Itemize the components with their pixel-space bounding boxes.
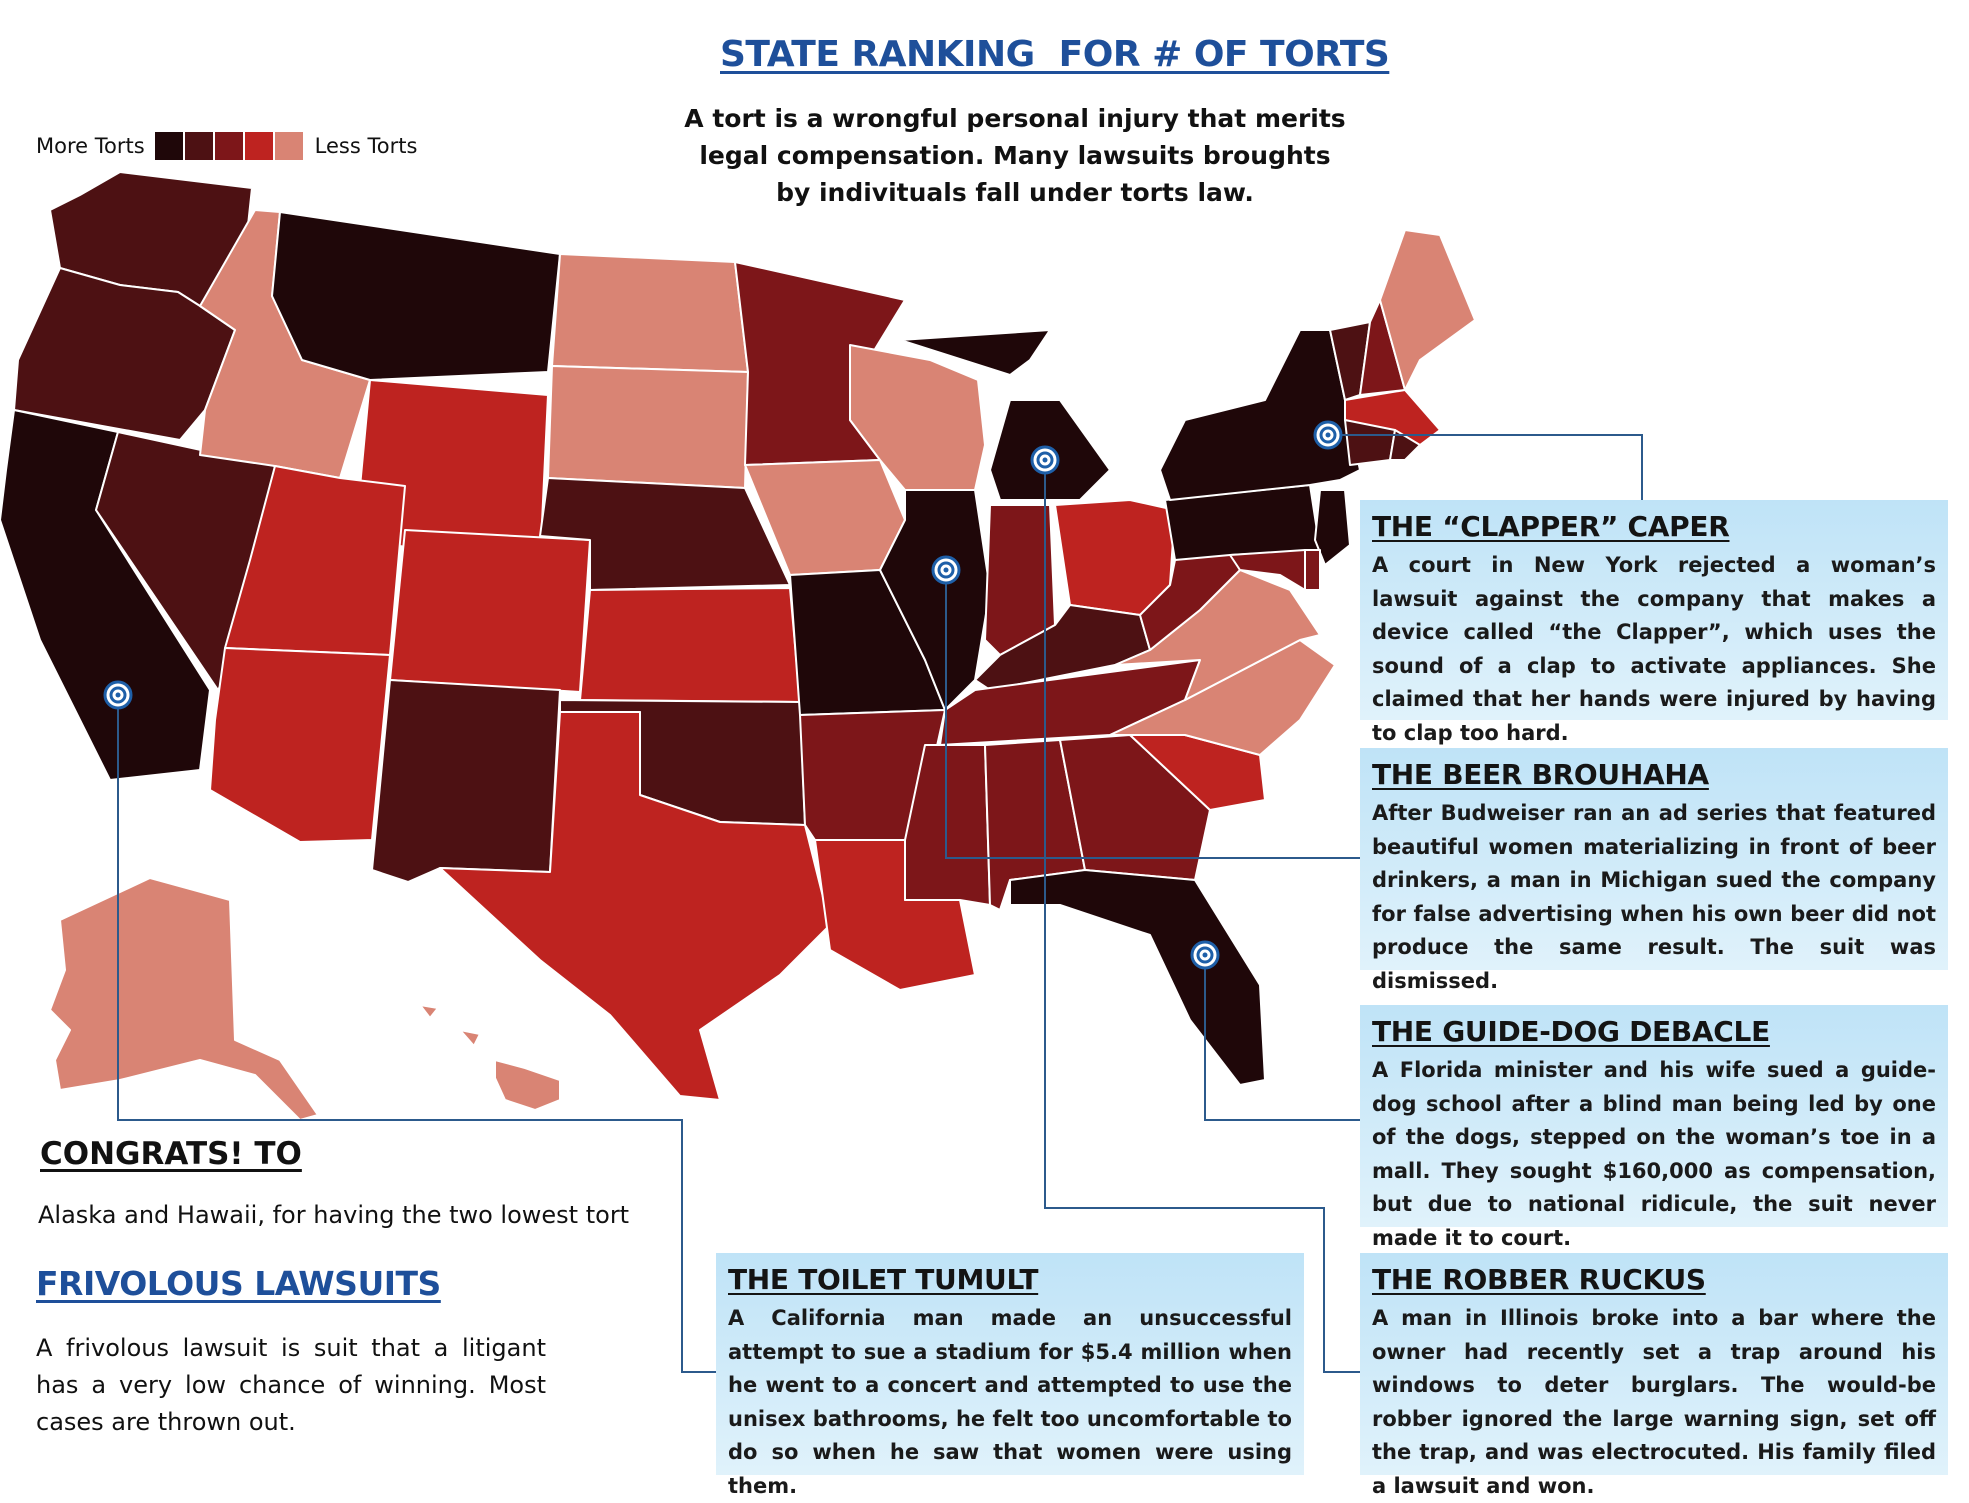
leader-line-clapper	[1328, 434, 1643, 500]
state-ri[interactable]	[1389, 429, 1421, 461]
callout-body: After Budweiser ran an ad series that fe…	[1372, 801, 1936, 993]
state-ak[interactable]	[49, 877, 319, 1121]
state-de[interactable]	[1304, 549, 1321, 591]
frivolous-title: FRIVOLOUS LAWSUITS	[36, 1264, 441, 1303]
legend-swatches	[154, 132, 305, 160]
state-fl[interactable]	[1009, 869, 1266, 1086]
callout-body: A man in Illinois broke into a bar where…	[1372, 1306, 1936, 1498]
callout-title: THE ROBBER RUCKUS	[1372, 1263, 1706, 1296]
state-mt[interactable]	[271, 211, 561, 381]
legend-swatch	[244, 132, 273, 160]
marker-new-york[interactable]	[1313, 420, 1343, 450]
callout-title: THE TOILET TUMULT	[728, 1263, 1039, 1296]
state-nj[interactable]	[1314, 489, 1351, 566]
location-markers	[103, 420, 1343, 970]
marker-illinois[interactable]	[931, 555, 961, 585]
state-tx[interactable]	[439, 711, 831, 1101]
callout-body: A court in New York rejected a woman’s l…	[1372, 553, 1936, 745]
callout-guide-dog-debacle: THE GUIDE-DOG DEBACLE A Florida minister…	[1360, 1005, 1948, 1250]
leader-line-robber	[1044, 460, 1364, 1373]
callout-title: THE GUIDE-DOG DEBACLE	[1372, 1015, 1770, 1048]
leader-line-beer	[945, 570, 1380, 859]
state-ks[interactable]	[579, 587, 801, 703]
state-nd[interactable]	[551, 253, 749, 373]
map-legend: More Torts Less Torts	[36, 132, 417, 160]
callout-body: A Florida minister and his wife sued a g…	[1372, 1058, 1936, 1250]
congrats-text: Alaska and Hawaii, for having the two lo…	[38, 1201, 630, 1229]
callout-clapper-caper: THE “CLAPPER” CAPER A court in New York …	[1360, 500, 1948, 745]
state-sd[interactable]	[547, 365, 749, 489]
leader-line-guide-dog	[1204, 955, 1365, 1121]
legend-swatch	[274, 132, 303, 160]
callout-robber-ruckus: THE ROBBER RUCKUS A man in Illinois brok…	[1360, 1253, 1948, 1498]
callout-toilet-tumult: THE TOILET TUMULT A California man made …	[716, 1253, 1304, 1498]
marker-florida[interactable]	[1190, 940, 1220, 970]
intro-text: A tort is a wrongful personal injury tha…	[684, 104, 1346, 207]
callout-title: THE BEER BROUHAHA	[1372, 758, 1709, 791]
leader-lines	[117, 434, 1643, 1373]
congrats-title: CONGRATS! TO	[40, 1136, 302, 1172]
callout-body: A California man made an unsuccessful at…	[728, 1306, 1292, 1498]
callout-title: THE “CLAPPER” CAPER	[1372, 510, 1730, 543]
frivolous-text: A frivolous lawsuit is suit that a litig…	[36, 1334, 546, 1436]
state-az[interactable]	[209, 647, 391, 843]
marker-california[interactable]	[103, 680, 133, 710]
leader-line-toilet	[117, 695, 718, 1373]
state-nm[interactable]	[371, 679, 561, 883]
state-ma[interactable]	[1344, 389, 1441, 446]
marker-michigan[interactable]	[1030, 445, 1060, 475]
legend-swatch	[154, 132, 183, 160]
legend-less-label: Less Torts	[314, 134, 418, 158]
legend-more-label: More Torts	[36, 134, 145, 158]
callout-beer-brouhaha: THE BEER BROUHAHA After Budweiser ran an…	[1360, 748, 1948, 993]
state-hi[interactable]	[419, 1004, 561, 1111]
legend-swatch	[184, 132, 213, 160]
legend-swatch	[214, 132, 243, 160]
state-co[interactable]	[389, 529, 591, 693]
state-md[interactable]	[1229, 549, 1306, 591]
state-ny[interactable]	[1159, 329, 1361, 501]
